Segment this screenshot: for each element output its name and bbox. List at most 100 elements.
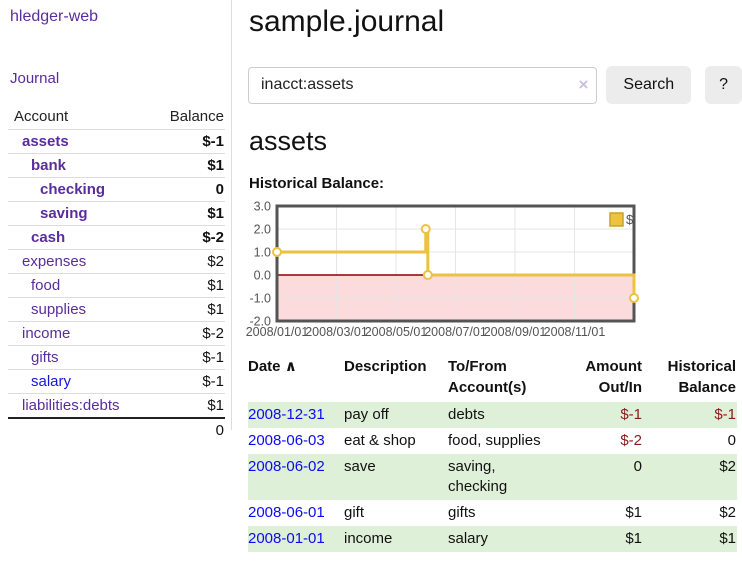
y-tick-label: 2.0 [254,223,271,237]
transaction-amount: 0 [633,458,642,475]
account-link-supplies[interactable]: supplies [31,301,87,318]
chart-container: $3.0 2.0 1.0 0.0 -1.0 -2.0 2008/01/01 2008/03/0… [246,199,742,341]
data-point [272,247,282,257]
account-link-salary[interactable]: salary [31,373,72,390]
transaction-balance: $2 [719,458,736,475]
account-row-bank: bank $1 [8,153,225,178]
account-link-saving[interactable]: saving [40,205,88,222]
register-header-balance: Historical Balance [667,358,736,396]
transaction-accounts: saving, checking [448,458,508,495]
register-table: Date ∧ Description To/From Account(s) Am… [248,354,737,552]
y-tick-label: -2.0 [249,315,271,329]
accounts-header-balance: Balance [169,108,224,125]
transaction-accounts: gifts [448,504,476,521]
accounts-total-row: 0 [8,417,225,442]
y-tick-label: 3.0 [254,200,271,214]
account-balance: $2 [148,249,225,274]
page-title: sample.journal [249,5,445,38]
search-box: × [248,66,598,104]
account-balance: 0 [148,177,225,202]
transaction-amount: $1 [625,504,642,521]
account-link-cash[interactable]: cash [31,229,66,246]
register-header-amount: Amount Out/In [585,358,642,396]
transaction-amount: $-2 [620,432,642,449]
account-link-checking[interactable]: checking [40,181,106,198]
register-header-description: Description [344,358,427,375]
y-tick-label: -1.0 [249,292,271,306]
clear-search-icon[interactable]: × [578,74,589,94]
help-button[interactable]: ? [705,66,742,104]
legend-label: $ [626,212,634,227]
account-link-expenses[interactable]: expenses [22,253,87,270]
data-point [629,293,639,303]
account-balance: $1 [148,393,225,418]
transaction-date-link[interactable]: 2008-06-03 [248,432,325,449]
transaction-accounts: food, supplies [448,432,541,449]
transaction-amount: $-1 [620,406,642,423]
transaction-accounts: salary [448,530,489,547]
search-input[interactable] [248,66,598,104]
x-tick-label: 2008/07/01 [424,325,487,339]
account-link-income[interactable]: income [22,325,71,342]
account-balance: $1 [148,153,225,178]
x-tick-label: 2008/03/01 [305,325,368,339]
account-balance: $-1 [148,345,225,370]
sidebar: hledger-web Journal Account Balance asse… [0,0,232,442]
brand-link[interactable]: hledger-web [10,8,99,25]
chart-heading: Historical Balance: [249,175,385,192]
sidebar-item-journal[interactable]: Journal [10,70,60,87]
account-row-cash: cash $-2 [8,225,225,250]
account-row-gifts: gifts $-1 [8,345,225,370]
data-point [420,224,431,234]
transaction-date-link[interactable]: 2008-06-02 [248,458,325,475]
y-tick-label: 0.0 [254,269,271,283]
account-row-income: income $-2 [8,321,225,346]
register-row: 2008-01-01 income salary $1 $1 [248,526,737,552]
account-link-assets[interactable]: assets [22,133,69,150]
transaction-accounts: debts [448,406,485,423]
account-link-bank[interactable]: bank [31,157,67,174]
account-balance: $-1 [148,369,225,394]
account-link-liabilities-debts[interactable]: liabilities:debts [22,397,120,414]
transaction-balance: $-1 [714,406,736,423]
search-form: × Search ? [248,66,742,104]
transaction-balance: $2 [719,504,736,521]
account-link-food[interactable]: food [31,277,61,294]
data-point [422,270,433,280]
register-header-date[interactable]: Date ∧ [248,358,297,375]
x-tick-label: 2008/01/01 [246,325,309,339]
register-row: 2008-06-02 save saving, checking 0 $2 [248,454,737,500]
accounts-table: Account Balance assets $-1 bank $1 check… [8,104,225,442]
account-balance: $-2 [148,321,225,346]
transaction-description: gift [344,504,365,521]
historical-balance-chart: $3.0 2.0 1.0 0.0 -1.0 -2.02008/01/012008/03/0… [246,200,639,339]
transaction-description: save [344,458,376,475]
transaction-date-link[interactable]: 2008-06-01 [248,504,325,521]
account-balance: $1 [148,201,225,226]
register-header-accounts: To/From Account(s) [448,358,527,396]
account-row-supplies: supplies $1 [8,297,225,322]
account-row-salary: salary $-1 [8,369,225,394]
transaction-balance: $1 [719,530,736,547]
account-row-saving: saving $1 [8,201,225,226]
y-tick-label: 1.0 [254,246,271,260]
transaction-date-link[interactable]: 2008-12-31 [248,406,325,423]
legend-swatch [609,212,624,227]
account-row-expenses: expenses $2 [8,249,225,274]
accounts-header-account: Account [14,108,69,125]
account-row-liabilities-debts: liabilities:debts $1 [8,393,225,418]
account-link-gifts[interactable]: gifts [31,349,59,366]
search-button[interactable]: Search [606,66,692,104]
account-row-checking: checking 0 [8,177,225,202]
transaction-date-link[interactable]: 2008-01-01 [248,530,325,547]
transaction-amount: $1 [625,530,642,547]
transaction-description: pay off [344,406,389,423]
account-balance: $-1 [148,129,225,154]
transaction-description: income [344,530,393,547]
x-tick-label: 2008/09/01 [484,325,547,339]
register-row: 2008-06-03 eat & shop food, supplies $-2… [248,428,737,454]
main-panel: sample.journal × Search ? assets Histori… [246,0,742,552]
x-tick-label: 2008/11/01 [544,325,606,339]
accounts-total-balance: 0 [148,417,225,442]
transaction-description: eat & shop [344,432,416,449]
